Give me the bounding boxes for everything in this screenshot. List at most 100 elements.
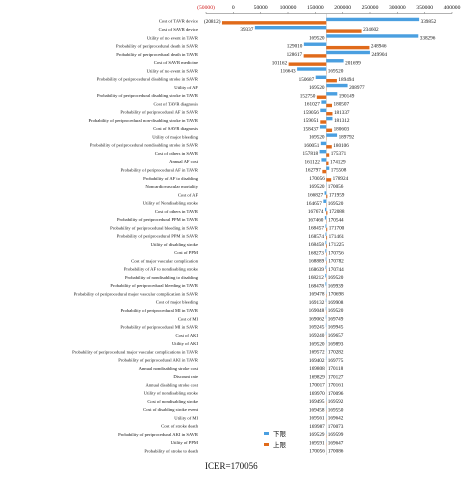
value-label-right: 175371 [331, 151, 347, 157]
chart-row: Cost of others in SAVR 157818 175371 [155, 149, 347, 157]
value-label-left: 168212 [308, 275, 324, 281]
value-label-left: 166827 [307, 192, 323, 198]
row-label: Annual nondisabling stroke cost [139, 366, 199, 371]
row-label: Probability of periprocedural AF in SAVR [120, 110, 199, 115]
legend-swatch-upper [264, 443, 269, 446]
value-label-right: 169642 [328, 416, 344, 422]
value-label-right: 170127 [328, 374, 344, 380]
value-label-right: 234602 [363, 27, 379, 33]
bar-lower [325, 240, 327, 245]
bar-upper [326, 145, 332, 149]
x-tick-label: 0 [232, 5, 235, 11]
chart-row: Probability of periprocedural death in T… [116, 50, 387, 58]
bar-upper [322, 169, 327, 174]
bar-lower [324, 207, 327, 212]
x-tick-label: 100000 [280, 5, 297, 11]
value-label-right: 169647 [328, 440, 344, 446]
value-label-right: 180106 [333, 143, 349, 149]
chart-row: Probability of periprocedural AF in TAVR… [121, 166, 347, 174]
value-label-left: 168458 [308, 242, 324, 248]
value-label-right: 169520 [328, 69, 344, 75]
bar-lower [325, 282, 327, 286]
value-label-left: 170017 [309, 383, 325, 389]
row-label: Probability of periprocedural MI in TAVR [121, 308, 199, 313]
row-label: Cost of AF [178, 192, 199, 197]
row-label: Utility of disabling stroke [151, 242, 198, 247]
chart-row: Probability of periprocedural major vasc… [74, 290, 344, 298]
row-label: Probability of periprocedural major vasc… [72, 349, 199, 354]
value-label-right: 171700 [329, 226, 345, 232]
value-label-left: 169520 [309, 35, 325, 41]
bar-upper [326, 29, 362, 33]
chart-row: Cost of MI 169062 169749 [178, 315, 344, 322]
chart-row: Cost of PPM 168273 170756 [174, 249, 344, 256]
chart-row: Utility of AF 169520 208977 [174, 83, 365, 91]
row-label: Utility of Nondisabling stroke [143, 201, 198, 206]
value-label-right: 171461 [329, 234, 345, 240]
bar-lower [319, 125, 327, 129]
bar-upper [326, 244, 327, 248]
value-label-left: 169808 [309, 366, 325, 372]
value-label-left: 168639 [308, 267, 324, 273]
value-label-left: 150687 [299, 77, 315, 83]
bar-upper [326, 103, 333, 108]
chart-row: Probability of periprocedural bleeding i… [110, 282, 344, 289]
value-label-right: 170056 [328, 184, 344, 190]
bar-lower [254, 25, 327, 30]
value-label-left: 116643 [280, 69, 296, 75]
chart-row: Utility of nondisabling stroke 169970 1700… [144, 391, 344, 397]
value-label-right: 171225 [328, 242, 344, 248]
value-label-right: 201699 [345, 60, 361, 66]
value-label-right: 175508 [331, 168, 347, 174]
value-label-right: 178924 [333, 176, 349, 182]
value-label-left: 169245 [309, 325, 325, 331]
value-label-left: 128617 [287, 52, 303, 58]
row-label: Probability of periprocedural disabling … [97, 93, 199, 98]
chart-row: Probability of periprocedural major vasc… [72, 348, 344, 356]
row-label: Cost of nondisabling stroke [147, 399, 198, 404]
chart-row: Probability of periprocedural AKI in TAV… [118, 356, 344, 364]
value-label-right: 170096 [328, 391, 344, 397]
bar-lower [297, 67, 327, 71]
chart-row: Probability of periprocedural AKI in SAV… [118, 430, 344, 438]
bar-lower [315, 75, 327, 79]
row-label: Probability of stroke to death [144, 449, 198, 454]
chart-row: Probability of stroke to death 170056 1700… [144, 449, 343, 455]
bar-upper [326, 161, 329, 166]
bar-upper [326, 45, 370, 50]
bar-lower [326, 50, 370, 55]
value-label-right: 170744 [328, 267, 344, 273]
bar-lower [324, 191, 327, 195]
value-label-left: 167460 [308, 217, 324, 223]
value-label-right: 169749 [328, 316, 344, 322]
value-label-right: 170544 [328, 217, 344, 223]
bar-lower [325, 273, 327, 278]
value-label-left: 169520 [309, 184, 325, 190]
bar-upper [326, 227, 328, 232]
value-label-right: 169657 [328, 333, 344, 339]
row-label: Utility of major bleeding [152, 134, 199, 139]
x-tick-label: 400000 [444, 5, 461, 11]
value-label-right: 169893 [328, 341, 344, 347]
chart-row: Cost of disabling stroke event 169458 1695… [143, 406, 344, 413]
row-label: Noncardiovascular mortality [145, 184, 198, 189]
value-label-right: 181337 [334, 110, 350, 116]
value-label-right: 169592 [328, 399, 344, 405]
value-label-left: 169591 [309, 440, 325, 446]
x-tick-label: 50000 [254, 5, 268, 11]
chart-row: Probability of periprocedural disabling … [97, 92, 355, 99]
row-label: Probability of periprocedural MI in SAVR [120, 325, 199, 330]
row-label: Probability of periprocedural disabling … [97, 77, 199, 82]
row-label: Probability of periprocedural AF in TAVR [121, 168, 199, 173]
value-label-left: 158437 [303, 126, 319, 132]
value-label-left: 159051 [303, 118, 319, 124]
row-label: Probability of periprocedural bleeding i… [110, 225, 199, 230]
value-label-left: 39337 [240, 27, 253, 33]
chart-row: Cost of TAVR device (20812) 339852 [159, 17, 437, 25]
bar-upper [316, 95, 327, 99]
bar-upper [326, 236, 328, 240]
value-label-right: 190149 [339, 93, 355, 99]
row-label: Cost of SAVR diagnosis [153, 126, 198, 131]
chart-row: Discount rate 169829 170127 [173, 374, 343, 380]
chart-row: Utility of disabling stroke 168458 171225 [151, 240, 344, 248]
